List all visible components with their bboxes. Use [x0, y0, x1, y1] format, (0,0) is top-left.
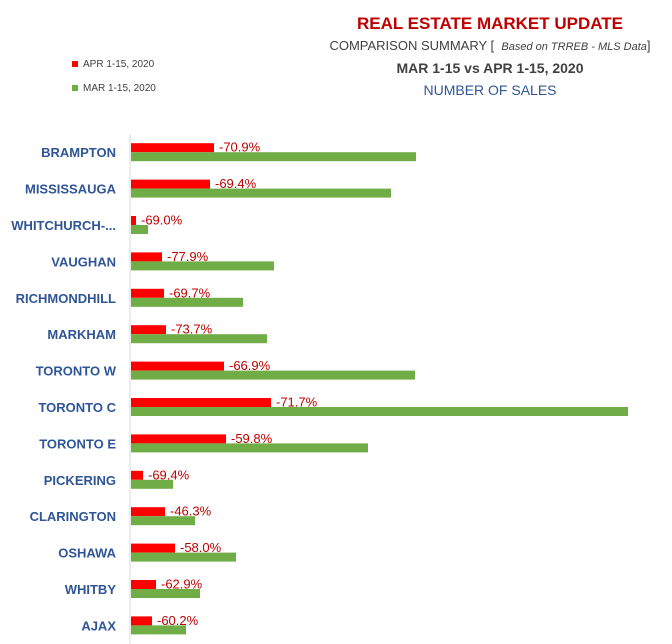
- bar-apr: [131, 434, 226, 444]
- category-label: TORONTO E: [39, 436, 116, 451]
- bar-apr: [131, 616, 152, 626]
- data-label: -73.7%: [171, 322, 213, 337]
- bar-mar: [131, 225, 148, 234]
- chart-metric: NUMBER OF SALES: [423, 82, 557, 98]
- chart-titles: REAL ESTATE MARKET UPDATE COMPARISON SUM…: [300, 12, 672, 101]
- category-label: MISSISSAUGA: [25, 182, 117, 197]
- legend: APR 1-15, 2020 MAR 1-15, 2020: [72, 52, 156, 100]
- bar-apr: [131, 252, 162, 262]
- chart-title: REAL ESTATE MARKET UPDATE: [356, 14, 624, 33]
- bar-mar: [131, 625, 186, 635]
- category-label: WHITCHURCH-...: [11, 218, 116, 233]
- bar-mar: [131, 261, 274, 271]
- data-label: -62.9%: [161, 577, 203, 592]
- bar-mar: [131, 516, 195, 526]
- chart-subtitle: COMPARISON SUMMARY [ Based on TRREB - ML…: [300, 36, 672, 57]
- bar-mar: [131, 334, 267, 344]
- bar-apr: [131, 507, 165, 517]
- data-label: -69.4%: [215, 176, 257, 191]
- category-label: AJAX: [81, 618, 116, 633]
- bar-apr: [131, 179, 210, 189]
- bar-mar: [131, 188, 391, 198]
- category-label: TORONTO W: [36, 364, 117, 379]
- data-label: -69.7%: [169, 285, 211, 300]
- subtitle-source: Based on TRREB - MLS Data: [501, 41, 647, 53]
- bar-mar: [131, 479, 173, 489]
- bar-mar: [131, 370, 415, 380]
- bar-apr: [131, 325, 166, 335]
- category-label: RICHMONDHILL: [16, 291, 116, 306]
- bar-apr: [131, 470, 143, 480]
- bar-mar: [131, 552, 236, 562]
- data-label: -66.9%: [229, 358, 271, 373]
- legend-label-apr: APR 1-15, 2020: [83, 58, 155, 70]
- subtitle-suffix: ]: [646, 38, 651, 53]
- subtitle-prefix: COMPARISON SUMMARY [: [329, 38, 495, 53]
- data-label: -69.4%: [148, 467, 190, 482]
- data-label: -60.2%: [157, 613, 199, 628]
- category-label: MARKHAM: [47, 327, 116, 342]
- category-label: TORONTO C: [38, 400, 116, 415]
- chart-period: MAR 1-15 vs APR 1-15, 2020: [396, 60, 584, 76]
- legend-swatch-mar: [72, 85, 78, 91]
- data-label: -71.7%: [276, 395, 318, 410]
- data-label: -46.3%: [170, 504, 212, 519]
- bar-apr: [131, 216, 136, 225]
- category-label: PICKERING: [44, 473, 116, 488]
- bar-apr: [131, 580, 156, 589]
- bar-apr: [131, 543, 175, 553]
- category-label: CLARINGTON: [30, 509, 116, 524]
- bar-apr: [131, 398, 271, 407]
- category-label: WHITBY: [65, 582, 117, 597]
- bar-apr: [131, 361, 224, 371]
- data-label: -58.0%: [180, 540, 222, 555]
- category-label: OSHAWA: [58, 546, 116, 561]
- bar-apr: [131, 143, 214, 153]
- bar-mar: [131, 297, 243, 307]
- data-label: -77.9%: [167, 249, 209, 264]
- legend-label-mar: MAR 1-15, 2020: [83, 82, 156, 94]
- bar-mar: [131, 407, 628, 416]
- category-label: BRAMPTON: [41, 145, 116, 160]
- data-label: -59.8%: [231, 431, 273, 446]
- legend-item-apr: APR 1-15, 2020: [72, 52, 156, 76]
- data-label: -69.0%: [141, 213, 183, 228]
- data-label: -70.9%: [219, 140, 261, 155]
- category-label: VAUGHAN: [51, 254, 116, 269]
- bar-mar: [131, 443, 368, 453]
- bar-mar: [131, 152, 416, 162]
- bar-mar: [131, 589, 200, 598]
- legend-swatch-apr: [72, 61, 78, 67]
- bar-apr: [131, 288, 164, 298]
- legend-item-mar: MAR 1-15, 2020: [72, 76, 156, 100]
